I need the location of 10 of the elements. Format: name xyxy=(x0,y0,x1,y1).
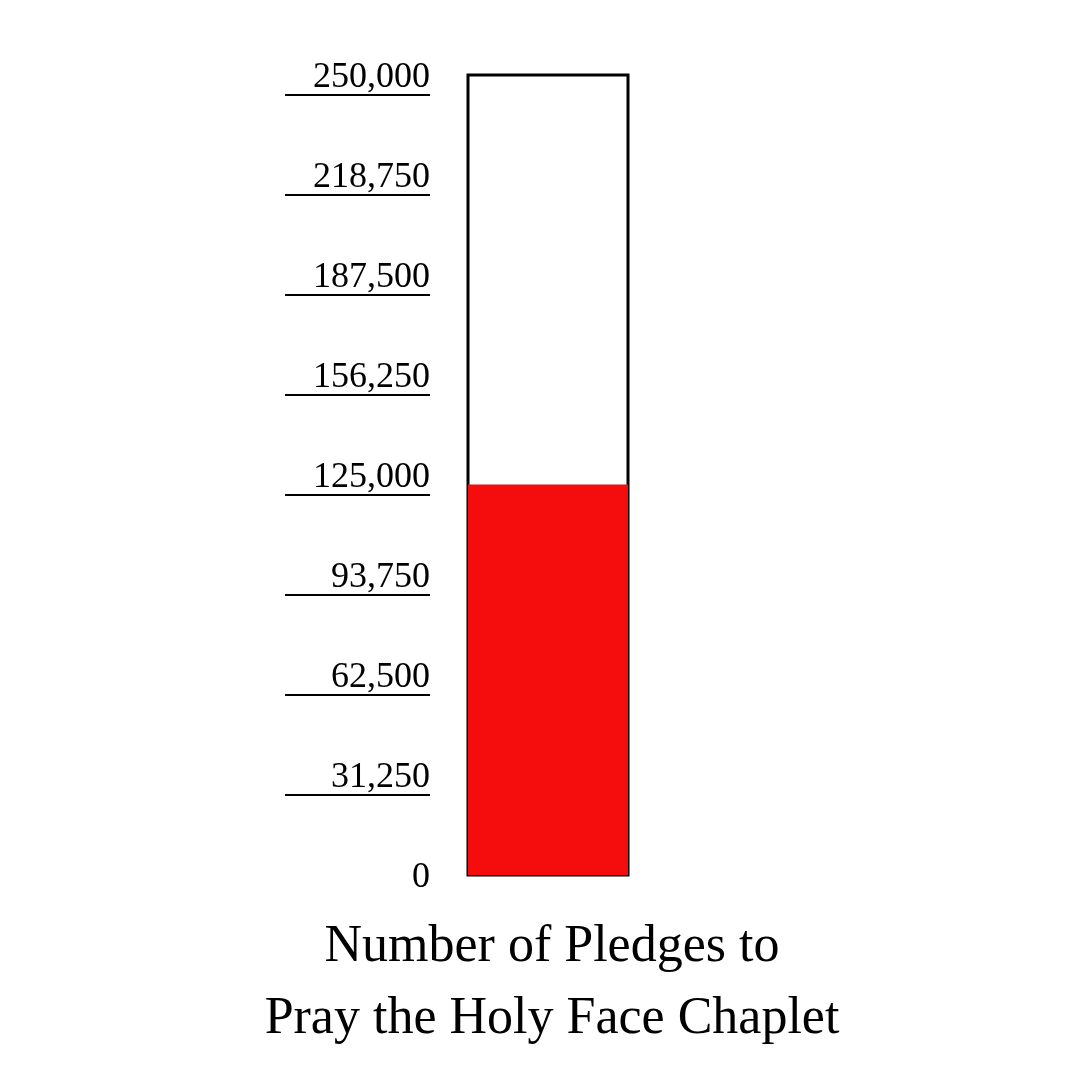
y-tick-label: 187,500 xyxy=(313,255,430,295)
y-tick-label: 125,000 xyxy=(313,455,430,495)
y-tick-label: 31,250 xyxy=(331,755,430,795)
y-tick-label: 156,250 xyxy=(313,355,430,395)
y-tick-label: 218,750 xyxy=(313,155,430,195)
y-tick-label: 250,000 xyxy=(313,55,430,95)
y-tick-label: 62,500 xyxy=(331,655,430,695)
y-tick-label: 93,750 xyxy=(331,555,430,595)
y-tick-label: 0 xyxy=(412,855,430,895)
text: Number of Pledges to Pray the Holy Face Chaplet xyxy=(263,914,841,1046)
